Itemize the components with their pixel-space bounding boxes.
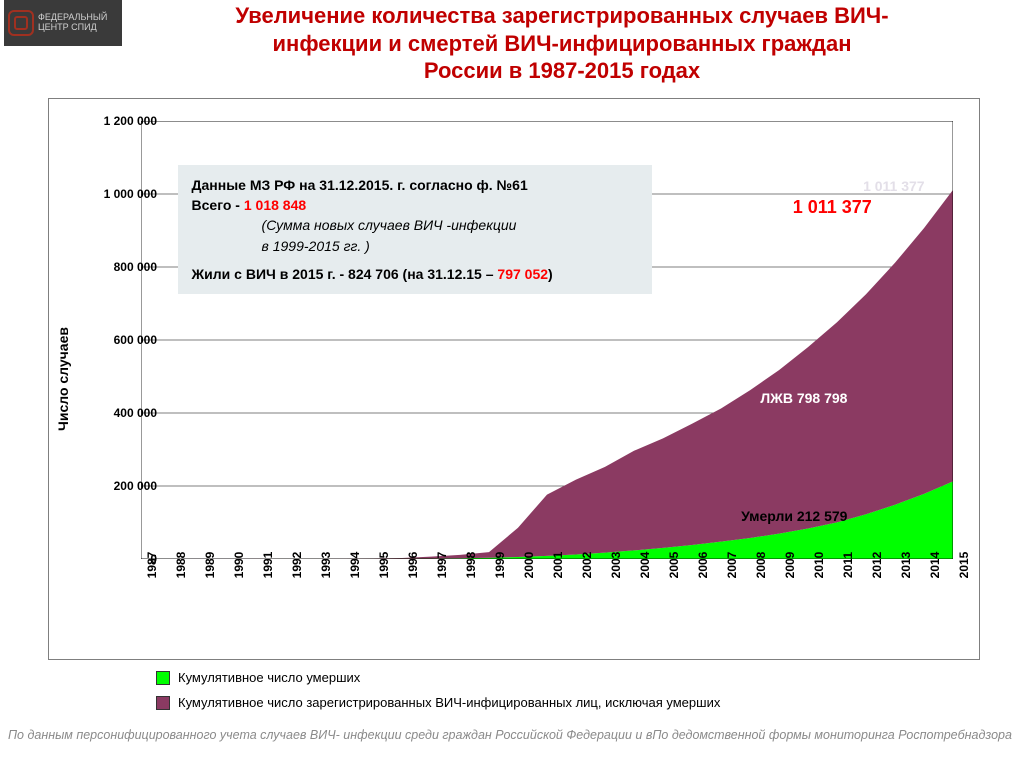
legend-label: Кумулятивное число зарегистрированных ВИ… bbox=[178, 695, 720, 710]
page-title: Увеличение количества зарегистрированных… bbox=[120, 2, 1004, 85]
title-line: России в 1987-2015 годах bbox=[120, 57, 1004, 85]
chart-frame: Число случаев 0200 000400 000600 000800 … bbox=[48, 98, 980, 660]
legend-swatch bbox=[156, 696, 170, 710]
logo-text: ФЕДЕРАЛЬНЫЙ ЦЕНТР СПИД bbox=[38, 13, 107, 33]
info-line: Данные МЗ РФ на 31.12.2015. г. согласно … bbox=[192, 175, 639, 195]
legend-item-deaths: Кумулятивное число умерших bbox=[156, 670, 720, 685]
logo-badge: ФЕДЕРАЛЬНЫЙ ЦЕНТР СПИД bbox=[4, 0, 122, 46]
legend-label: Кумулятивное число умерших bbox=[178, 670, 360, 685]
footnote: По данным персонифицированного учета слу… bbox=[8, 728, 1014, 743]
info-total-red: 1 018 848 bbox=[244, 197, 306, 213]
info-box: Данные МЗ РФ на 31.12.2015. г. согласно … bbox=[178, 165, 653, 294]
info-line: Всего - 1 018 848 bbox=[192, 195, 639, 215]
info-line: (Сумма новых случаев ВИЧ -инфекции bbox=[192, 215, 639, 235]
callout-total-red: 1 011 377 bbox=[793, 197, 872, 218]
callout-deaths: Умерли 212 579 bbox=[741, 508, 847, 524]
info-line: в 1999-2015 гг. ) bbox=[192, 236, 639, 256]
legend-swatch bbox=[156, 671, 170, 685]
title-line: Увеличение количества зарегистрированных… bbox=[120, 2, 1004, 30]
title-line: инфекции и смертей ВИЧ-инфицированных гр… bbox=[120, 30, 1004, 58]
y-axis-label: Число случаев bbox=[55, 327, 71, 431]
ribbon-icon bbox=[8, 10, 34, 36]
legend-item-living: Кумулятивное число зарегистрированных ВИ… bbox=[156, 695, 720, 710]
info-line: Жили с ВИЧ в 2015 г. - 824 706 (на 31.12… bbox=[192, 264, 639, 284]
legend: Кумулятивное число умерших Кумулятивное … bbox=[156, 670, 720, 720]
callout-living: ЛЖВ 798 798 bbox=[760, 390, 847, 406]
callout-total-faint: 1 011 377 bbox=[863, 178, 925, 194]
page: ФЕДЕРАЛЬНЫЙ ЦЕНТР СПИД Увеличение количе… bbox=[0, 0, 1024, 767]
logo-line2: ЦЕНТР СПИД bbox=[38, 23, 107, 33]
